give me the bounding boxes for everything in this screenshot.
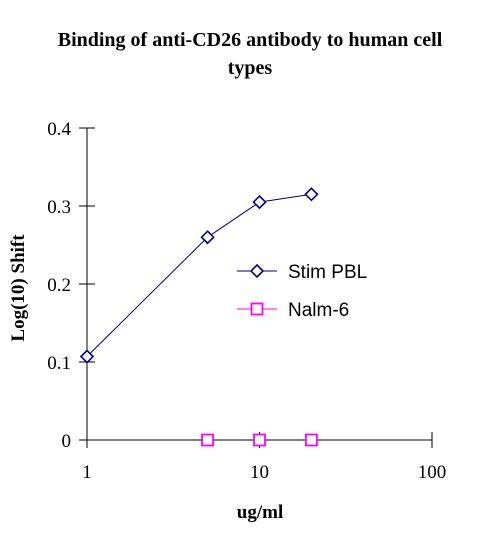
chart-title-line-2: types <box>228 57 273 79</box>
y-tick-label: 0.4 <box>47 119 71 140</box>
x-axis-title: ug/ml <box>237 502 283 523</box>
legend-label: Stim PBL <box>288 262 367 283</box>
data-point <box>253 433 266 447</box>
legend: Stim PBL Nalm-6 <box>237 262 367 321</box>
chart-title: Binding of anti-CD26 antibody to human c… <box>58 29 443 79</box>
legend-item: Nalm-6 <box>237 300 349 321</box>
data-point <box>252 194 267 210</box>
series-nalm-6 <box>201 433 318 447</box>
ticks: 0 0.1 0.2 0.3 0.4 1 10 100 <box>47 119 446 483</box>
x-tick-label: 1 <box>82 462 92 483</box>
series-stim-pbl <box>79 187 319 364</box>
legend-marker <box>249 263 265 279</box>
legend-label: Nalm-6 <box>288 300 349 321</box>
series <box>79 187 319 447</box>
y-tick-label: 0.1 <box>47 353 71 374</box>
data-point <box>201 433 214 447</box>
x-tick-label: 10 <box>250 462 269 483</box>
y-axis-title: Log(10) Shift <box>8 234 29 342</box>
y-tick-label: 0.3 <box>47 197 71 218</box>
legend-item: Stim PBL <box>237 262 367 283</box>
data-point <box>305 433 318 447</box>
y-tick-label: 0.2 <box>47 275 71 296</box>
data-point <box>79 349 95 364</box>
series-line <box>86 193 312 357</box>
y-tick-label: 0 <box>62 431 72 452</box>
chart-title-line-1: Binding of anti-CD26 antibody to human c… <box>58 29 443 51</box>
legend-marker <box>250 302 264 316</box>
data-point <box>304 187 319 202</box>
axes <box>86 128 432 441</box>
data-point <box>200 230 215 245</box>
x-tick-label: 100 <box>418 462 447 483</box>
